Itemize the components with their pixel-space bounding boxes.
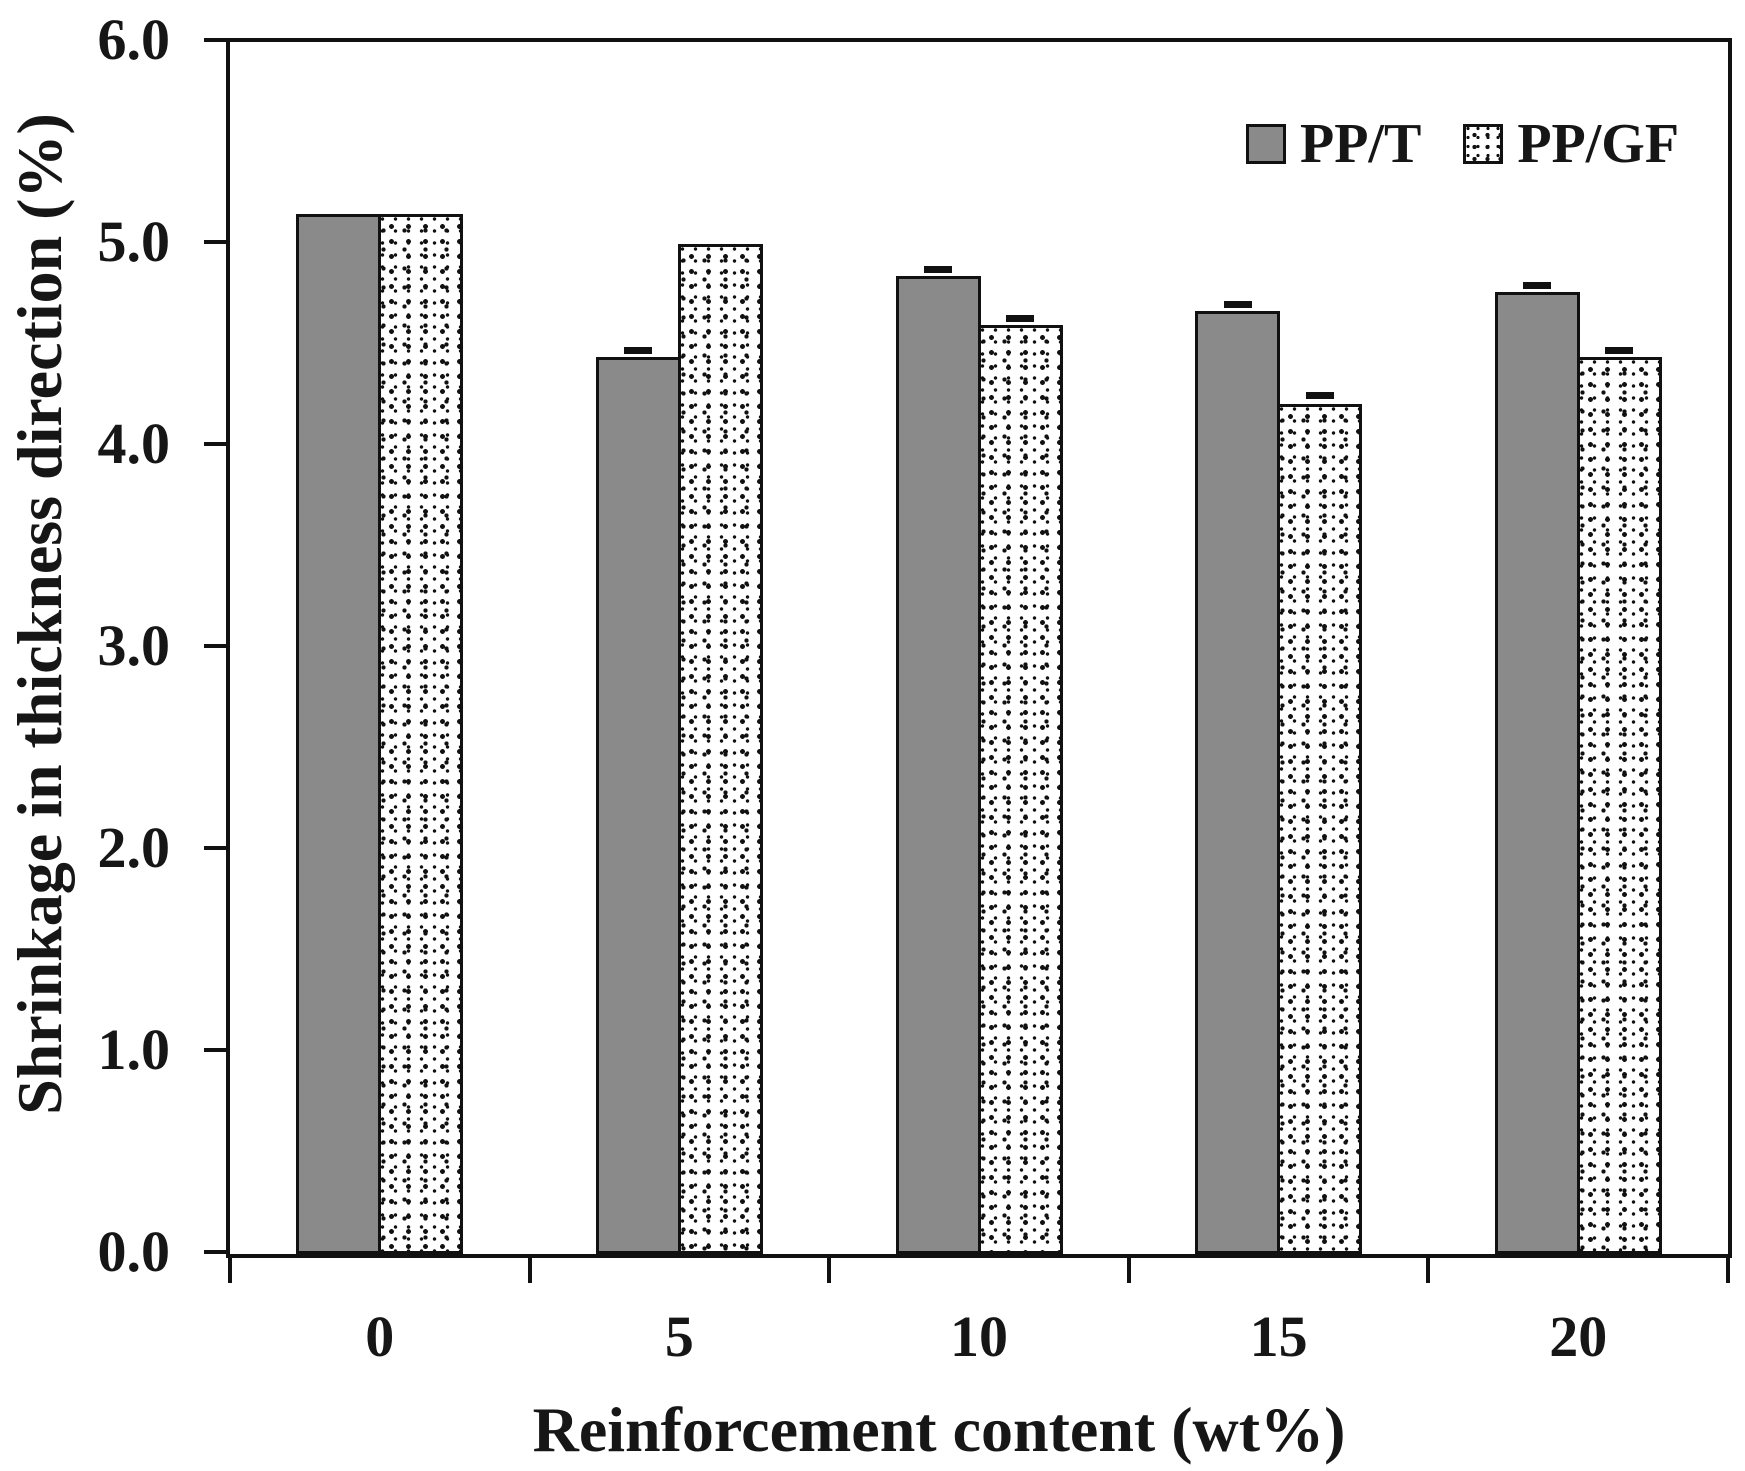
x-tick-label: 5: [664, 1304, 694, 1369]
bar-pp-gf-5: [677, 244, 763, 1254]
bar-pp-t-20: [1494, 292, 1580, 1254]
error-bar-cap: [1605, 347, 1634, 355]
legend-swatch-solid-gray: [1246, 124, 1286, 164]
y-tick-label: 1.0: [97, 1017, 171, 1082]
y-tick: [204, 38, 226, 42]
error-bar-cap: [1006, 314, 1034, 322]
y-tick: [204, 1048, 226, 1052]
y-tick: [204, 644, 226, 648]
bar-pp-t-10: [895, 276, 981, 1254]
x-tick: [1126, 1258, 1131, 1283]
bar-pp-gf-15: [1277, 403, 1363, 1254]
x-tick-label: 10: [950, 1304, 1008, 1369]
error-bar-cap: [1305, 391, 1334, 399]
legend-swatch-dotted-pattern: [1463, 124, 1504, 164]
x-tick-label: 15: [1249, 1304, 1308, 1369]
y-tick: [204, 240, 226, 244]
bar-pp-t-5: [595, 357, 681, 1254]
bar-pp-t-0: [296, 213, 382, 1254]
error-bar-cap: [1223, 300, 1252, 308]
bar-pp-gf-20: [1576, 357, 1662, 1254]
legend-label-ppt: PP/T: [1300, 113, 1422, 175]
error-bar-cap: [924, 266, 952, 274]
legend: PP/T PP/GF: [1246, 116, 1679, 172]
plot-area: [226, 38, 1732, 1258]
y-tick: [204, 442, 226, 446]
error-bar-cap: [1523, 282, 1552, 290]
y-tick-label: 2.0: [97, 815, 171, 880]
y-tick-label: 0.0: [97, 1219, 171, 1284]
x-tick: [527, 1258, 532, 1283]
x-tick-label: 0: [365, 1304, 395, 1369]
y-tick: [204, 846, 226, 850]
legend-label-ppgf: PP/GF: [1517, 113, 1680, 175]
x-tick: [1426, 1258, 1431, 1283]
bar-pp-gf-0: [378, 213, 464, 1254]
x-tick: [228, 1258, 232, 1283]
y-tick-label: 5.0: [97, 209, 171, 274]
x-axis-title: Reinforcement content (wt%): [532, 1394, 1346, 1465]
bar-pp-t-15: [1195, 310, 1281, 1254]
y-tick-label: 4.0: [97, 411, 171, 476]
bar-pp-gf-10: [977, 324, 1063, 1254]
y-tick-label: 3.0: [97, 613, 171, 678]
error-bar-cap: [624, 347, 653, 355]
y-tick-label: 6.0: [97, 7, 171, 72]
x-tick: [827, 1258, 832, 1283]
x-tick-label: 20: [1549, 1304, 1608, 1369]
y-tick: [204, 1250, 226, 1254]
x-tick: [1726, 1258, 1730, 1283]
